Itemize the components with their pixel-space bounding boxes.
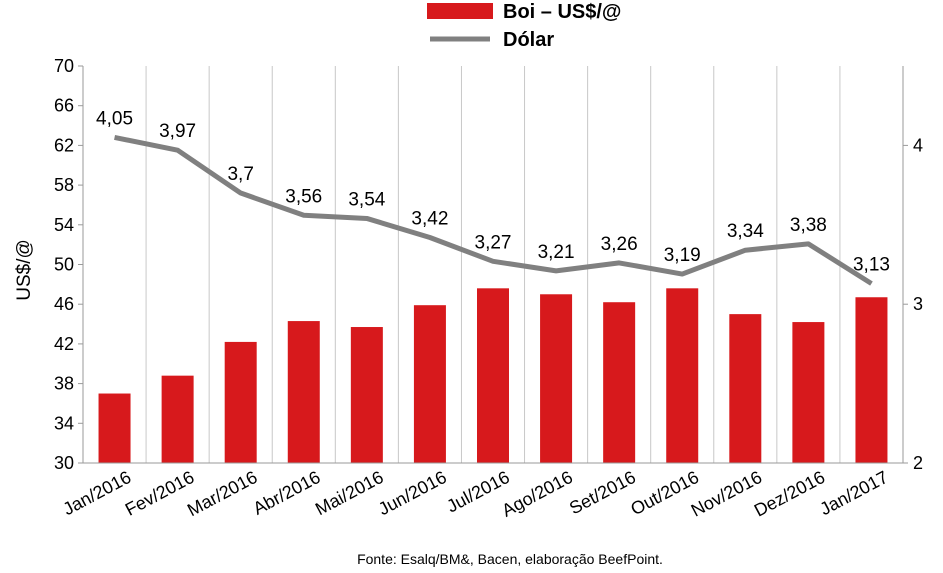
data-label: 3,97 bbox=[159, 121, 196, 142]
y-tick-label: 38 bbox=[54, 374, 74, 394]
y2-axis-ticks: 2 3 4 bbox=[903, 135, 923, 473]
bar bbox=[855, 297, 888, 463]
x-axis-ticks: Jan/2016Fev/2016Mar/2016Abr/2016Mai/2016… bbox=[60, 467, 892, 521]
bar bbox=[224, 341, 257, 463]
y2-tick-label: 3 bbox=[913, 294, 923, 314]
y-tick-label: 58 bbox=[54, 175, 74, 195]
x-tick-label: Dez/2016 bbox=[751, 467, 828, 521]
y2-tick-label: 4 bbox=[913, 135, 923, 155]
data-label: 3,21 bbox=[538, 242, 575, 263]
bar-series bbox=[98, 288, 888, 463]
line-data-labels: 4,05 3,97 3,7 3,56 3,54 3,42 3,27 3,21 3,26 3,19 3… bbox=[96, 108, 890, 275]
x-tick-label: Jun/2016 bbox=[375, 467, 450, 519]
y2-tick-label: 2 bbox=[913, 453, 923, 473]
y-tick-label: 66 bbox=[54, 96, 74, 116]
legend-label-boi: Boi – US$/@ bbox=[503, 1, 621, 23]
line-series bbox=[114, 135, 873, 286]
y-tick-label: 54 bbox=[54, 215, 74, 235]
y-tick-label: 42 bbox=[54, 334, 74, 354]
data-label: 3,34 bbox=[727, 221, 764, 242]
y-tick-label: 50 bbox=[54, 255, 74, 275]
data-label: 3,13 bbox=[853, 255, 890, 276]
source-note: Fonte: Esalq/BM&, Bacen, elaboração Beef… bbox=[357, 551, 663, 567]
y-axis-label: US$/@ bbox=[14, 239, 35, 301]
legend: Boi – US$/@ Dólar bbox=[427, 1, 621, 51]
y-tick-label: 70 bbox=[54, 56, 74, 76]
dolar-line bbox=[114, 135, 873, 286]
y-axis-ticks: 30 34 38 42 46 50 54 58 62 66 70 bbox=[54, 56, 83, 473]
legend-swatch-boi bbox=[427, 3, 493, 19]
data-label: 3,54 bbox=[348, 189, 385, 210]
bar bbox=[287, 321, 320, 463]
bar bbox=[350, 327, 383, 463]
y-tick-label: 62 bbox=[54, 135, 74, 155]
y-tick-label: 46 bbox=[54, 294, 74, 314]
bar bbox=[603, 302, 636, 463]
data-label: 3,38 bbox=[790, 215, 827, 236]
bar bbox=[540, 294, 573, 463]
data-label: 3,19 bbox=[664, 245, 701, 266]
y-tick-label: 34 bbox=[54, 413, 74, 433]
x-tick-label: Fev/2016 bbox=[122, 467, 198, 520]
x-tick-label: Mai/2016 bbox=[312, 467, 387, 519]
bar bbox=[477, 288, 509, 463]
bar bbox=[413, 305, 446, 463]
bar bbox=[161, 375, 194, 463]
bar bbox=[98, 393, 131, 463]
x-tick-label: Jan/2017 bbox=[817, 467, 892, 519]
bar bbox=[666, 288, 699, 463]
data-label: 3,26 bbox=[601, 234, 638, 255]
data-label: 3,7 bbox=[227, 164, 253, 185]
bar bbox=[729, 314, 762, 463]
x-tick-label: Abr/2016 bbox=[250, 467, 324, 519]
data-label: 3,42 bbox=[411, 209, 448, 230]
y-tick-label: 30 bbox=[54, 453, 74, 473]
x-tick-label: Ago/2016 bbox=[499, 467, 576, 521]
x-tick-label: Out/2016 bbox=[627, 467, 702, 519]
x-tick-label: Jan/2016 bbox=[60, 467, 135, 519]
data-label: 3,56 bbox=[285, 186, 322, 207]
x-tick-label: Mar/2016 bbox=[184, 467, 261, 520]
x-tick-label: Nov/2016 bbox=[688, 467, 765, 521]
bar bbox=[792, 322, 825, 463]
x-tick-label: Set/2016 bbox=[566, 467, 639, 518]
data-label: 3,27 bbox=[475, 232, 512, 253]
legend-label-dolar: Dólar bbox=[503, 29, 554, 51]
data-label: 4,05 bbox=[96, 108, 133, 129]
